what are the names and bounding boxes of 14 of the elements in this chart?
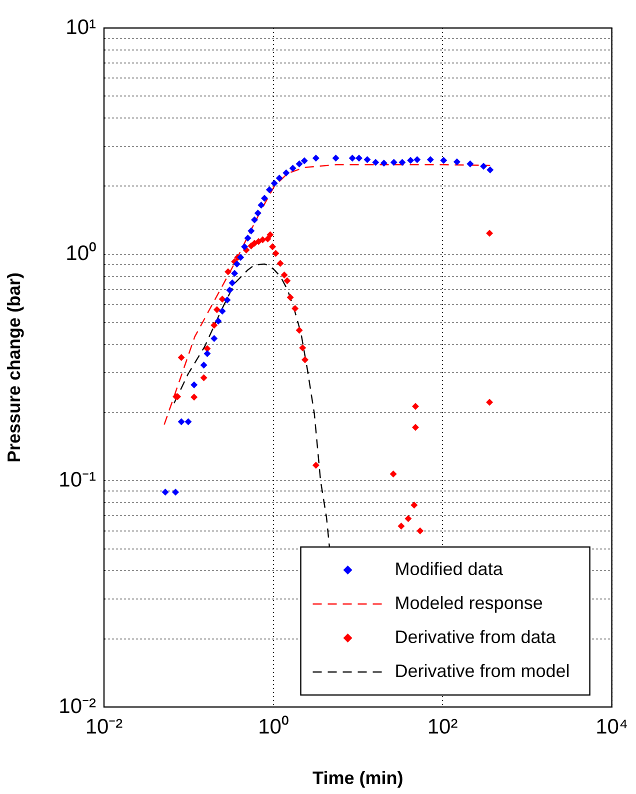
y-tick-label: 10¹ xyxy=(66,16,96,39)
y-tick-label: 10⁰ xyxy=(66,242,96,266)
x-axis-title: Time (min) xyxy=(312,768,404,788)
legend-label: Derivative from model xyxy=(394,660,570,681)
legend-label: Derivative from data xyxy=(394,626,557,647)
y-tick-label: 10⁻² xyxy=(58,694,96,718)
x-tick-label: 10² xyxy=(427,715,458,738)
legend-label: Modeled response xyxy=(394,592,543,613)
x-tick-label: 10⁰ xyxy=(258,715,288,738)
y-axis-title: Pressure change (bar) xyxy=(4,272,24,463)
x-tick-label: 10⁻² xyxy=(85,715,123,738)
x-tick-label: 10⁴ xyxy=(596,715,628,738)
legend-label: Modified data xyxy=(394,558,504,579)
y-tick-label: 10⁻¹ xyxy=(58,468,96,492)
